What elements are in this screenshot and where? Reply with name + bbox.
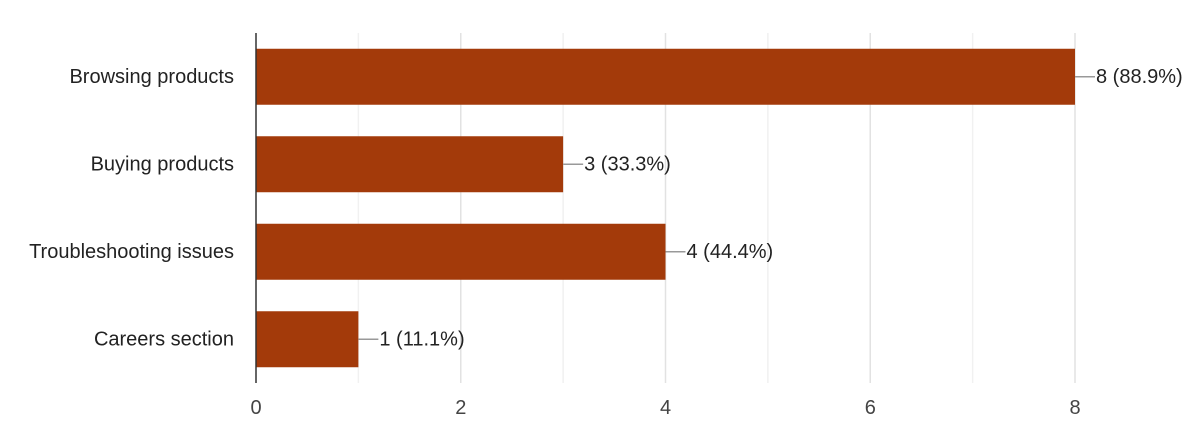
x-tick-label: 2 [455, 397, 466, 419]
data-label: 3 (33.3%) [584, 153, 671, 175]
category-label: Careers section [94, 328, 234, 350]
x-tick-label: 4 [660, 397, 671, 419]
data-labels: 8 (88.9%) 3 (33.3%) 4 (44.4%) 1 (11.1%) [358, 66, 1183, 350]
category-label: Buying products [91, 153, 234, 175]
x-tick-label: 6 [865, 397, 876, 419]
bar [256, 311, 359, 368]
data-label: 1 (11.1%) [379, 328, 464, 350]
data-label: 4 (44.4%) [687, 241, 774, 263]
category-label: Browsing products [69, 66, 234, 88]
category-labels: Browsing products Buying products Troubles… [29, 66, 234, 351]
category-label: Troubleshooting issues [29, 241, 234, 263]
bar [256, 223, 666, 280]
bars [256, 48, 1075, 368]
x-tick-labels: 0 2 4 6 8 [250, 397, 1080, 419]
bar [256, 48, 1075, 105]
data-label: 8 (88.9%) [1096, 66, 1183, 88]
bar [256, 136, 564, 193]
x-tick-label: 0 [250, 397, 261, 419]
x-tick-label: 8 [1069, 397, 1080, 419]
